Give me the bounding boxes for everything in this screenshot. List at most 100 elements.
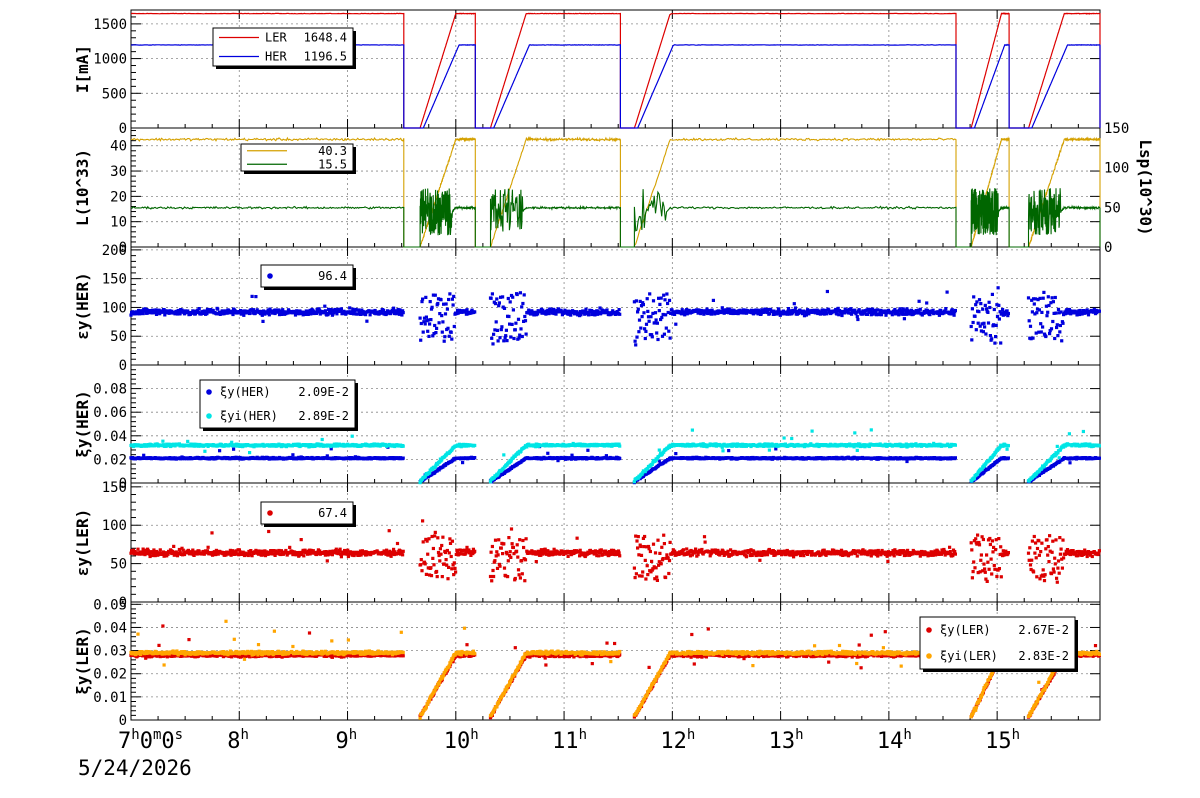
scatter-point — [1032, 297, 1036, 301]
scatter-point — [1048, 459, 1052, 463]
scatter-point — [834, 307, 838, 312]
scatter-point — [632, 300, 636, 304]
scatter-point — [428, 300, 432, 304]
scatter-point — [1028, 324, 1033, 328]
scatter-point — [489, 296, 493, 300]
y-tick-label: 50 — [110, 329, 127, 345]
scatter-point — [993, 341, 997, 345]
scatter-point — [1058, 460, 1062, 464]
y-tick-label: 100 — [102, 300, 127, 316]
scatter-point — [662, 450, 666, 454]
scatter-point — [237, 553, 241, 557]
scatter-point — [1042, 290, 1046, 294]
scatter-point — [422, 316, 427, 320]
scatter-point — [279, 445, 283, 449]
scatter-point — [507, 314, 511, 319]
scatter-point — [1032, 302, 1036, 306]
scatter-point — [995, 303, 999, 307]
scatter-point — [635, 335, 639, 339]
scatter-point — [645, 297, 649, 301]
scatter-point — [867, 444, 871, 449]
scatter-point — [1034, 297, 1038, 301]
scatter-point — [437, 321, 441, 325]
scatter-point — [273, 553, 277, 557]
y-tick-label: 20 — [110, 189, 127, 205]
scatter-point — [232, 552, 236, 556]
scatter-point — [883, 309, 887, 313]
scatter-point — [443, 335, 447, 339]
scatter-point — [177, 547, 181, 552]
scatter-point — [401, 444, 405, 448]
scatter-point — [911, 309, 915, 313]
scatter-point — [878, 312, 882, 316]
scatter-point — [248, 311, 252, 316]
y-tick-label: 0.04 — [93, 620, 127, 636]
scatter-point — [822, 312, 826, 316]
scatter-point — [902, 317, 906, 321]
scatter-point — [855, 310, 859, 314]
scatter-point — [1097, 456, 1101, 460]
scatter-point — [904, 310, 908, 314]
y-tick-label: 0.03 — [93, 644, 127, 660]
scatter-point — [637, 318, 642, 322]
scatter-point — [465, 308, 469, 312]
scatter-point — [256, 552, 261, 556]
scatter-point — [401, 311, 405, 315]
scatter-point — [592, 311, 596, 315]
scatter-point — [182, 552, 187, 557]
scatter-point — [161, 310, 165, 314]
scatter-point — [720, 306, 724, 310]
scatter-point — [498, 336, 502, 340]
scatter-point — [204, 309, 208, 313]
scatter-point — [974, 303, 978, 307]
scatter-point — [727, 307, 731, 311]
scatter-point — [523, 314, 527, 319]
scatter-point — [228, 551, 232, 556]
scatter-point — [982, 321, 986, 325]
scatter-point — [807, 312, 811, 316]
scatter-point — [516, 452, 521, 456]
scatter-point — [203, 449, 207, 453]
scatter-point — [193, 312, 197, 316]
scatter-point — [901, 307, 905, 311]
scatter-point — [852, 445, 856, 449]
scatter-point — [241, 311, 245, 315]
scatter-point — [393, 309, 398, 313]
scatter-point — [992, 307, 996, 312]
y-tick-label: 0.06 — [93, 405, 127, 421]
scatter-point — [639, 326, 643, 330]
scatter-point — [605, 308, 609, 312]
scatter-point — [218, 449, 222, 453]
scatter-point — [618, 444, 622, 448]
scatter-point — [567, 310, 571, 314]
scatter-point — [657, 459, 661, 463]
scatter-point — [998, 310, 1002, 314]
y2-tick-label: 100 — [1104, 161, 1129, 177]
scatter-point — [499, 328, 503, 332]
scatter-point — [836, 309, 840, 313]
scatter-point — [231, 549, 235, 553]
scatter-point — [587, 313, 591, 317]
scatter-point — [643, 470, 647, 474]
scatter-point — [879, 313, 884, 317]
scatter-point — [379, 311, 384, 315]
scatter-point — [181, 548, 185, 552]
scatter-point — [916, 311, 920, 315]
y-axis-label: I[mA] — [73, 45, 92, 93]
scatter-point — [444, 302, 448, 306]
scatter-point — [923, 310, 927, 314]
y-axis-label: L(10^33) — [73, 149, 92, 226]
scatter-point — [495, 328, 500, 332]
scatter-point — [634, 343, 638, 347]
scatter-point — [653, 311, 658, 315]
scatter-point — [850, 312, 854, 316]
scatter-point — [443, 312, 448, 316]
scatter-point — [1056, 307, 1061, 311]
y-tick-label: 40 — [110, 139, 127, 155]
scatter-point — [869, 428, 873, 432]
scatter-point — [979, 302, 983, 306]
scatter-point — [1068, 461, 1072, 465]
scatter-point — [439, 298, 443, 302]
scatter-point — [704, 309, 708, 314]
scatter-point — [418, 316, 422, 320]
